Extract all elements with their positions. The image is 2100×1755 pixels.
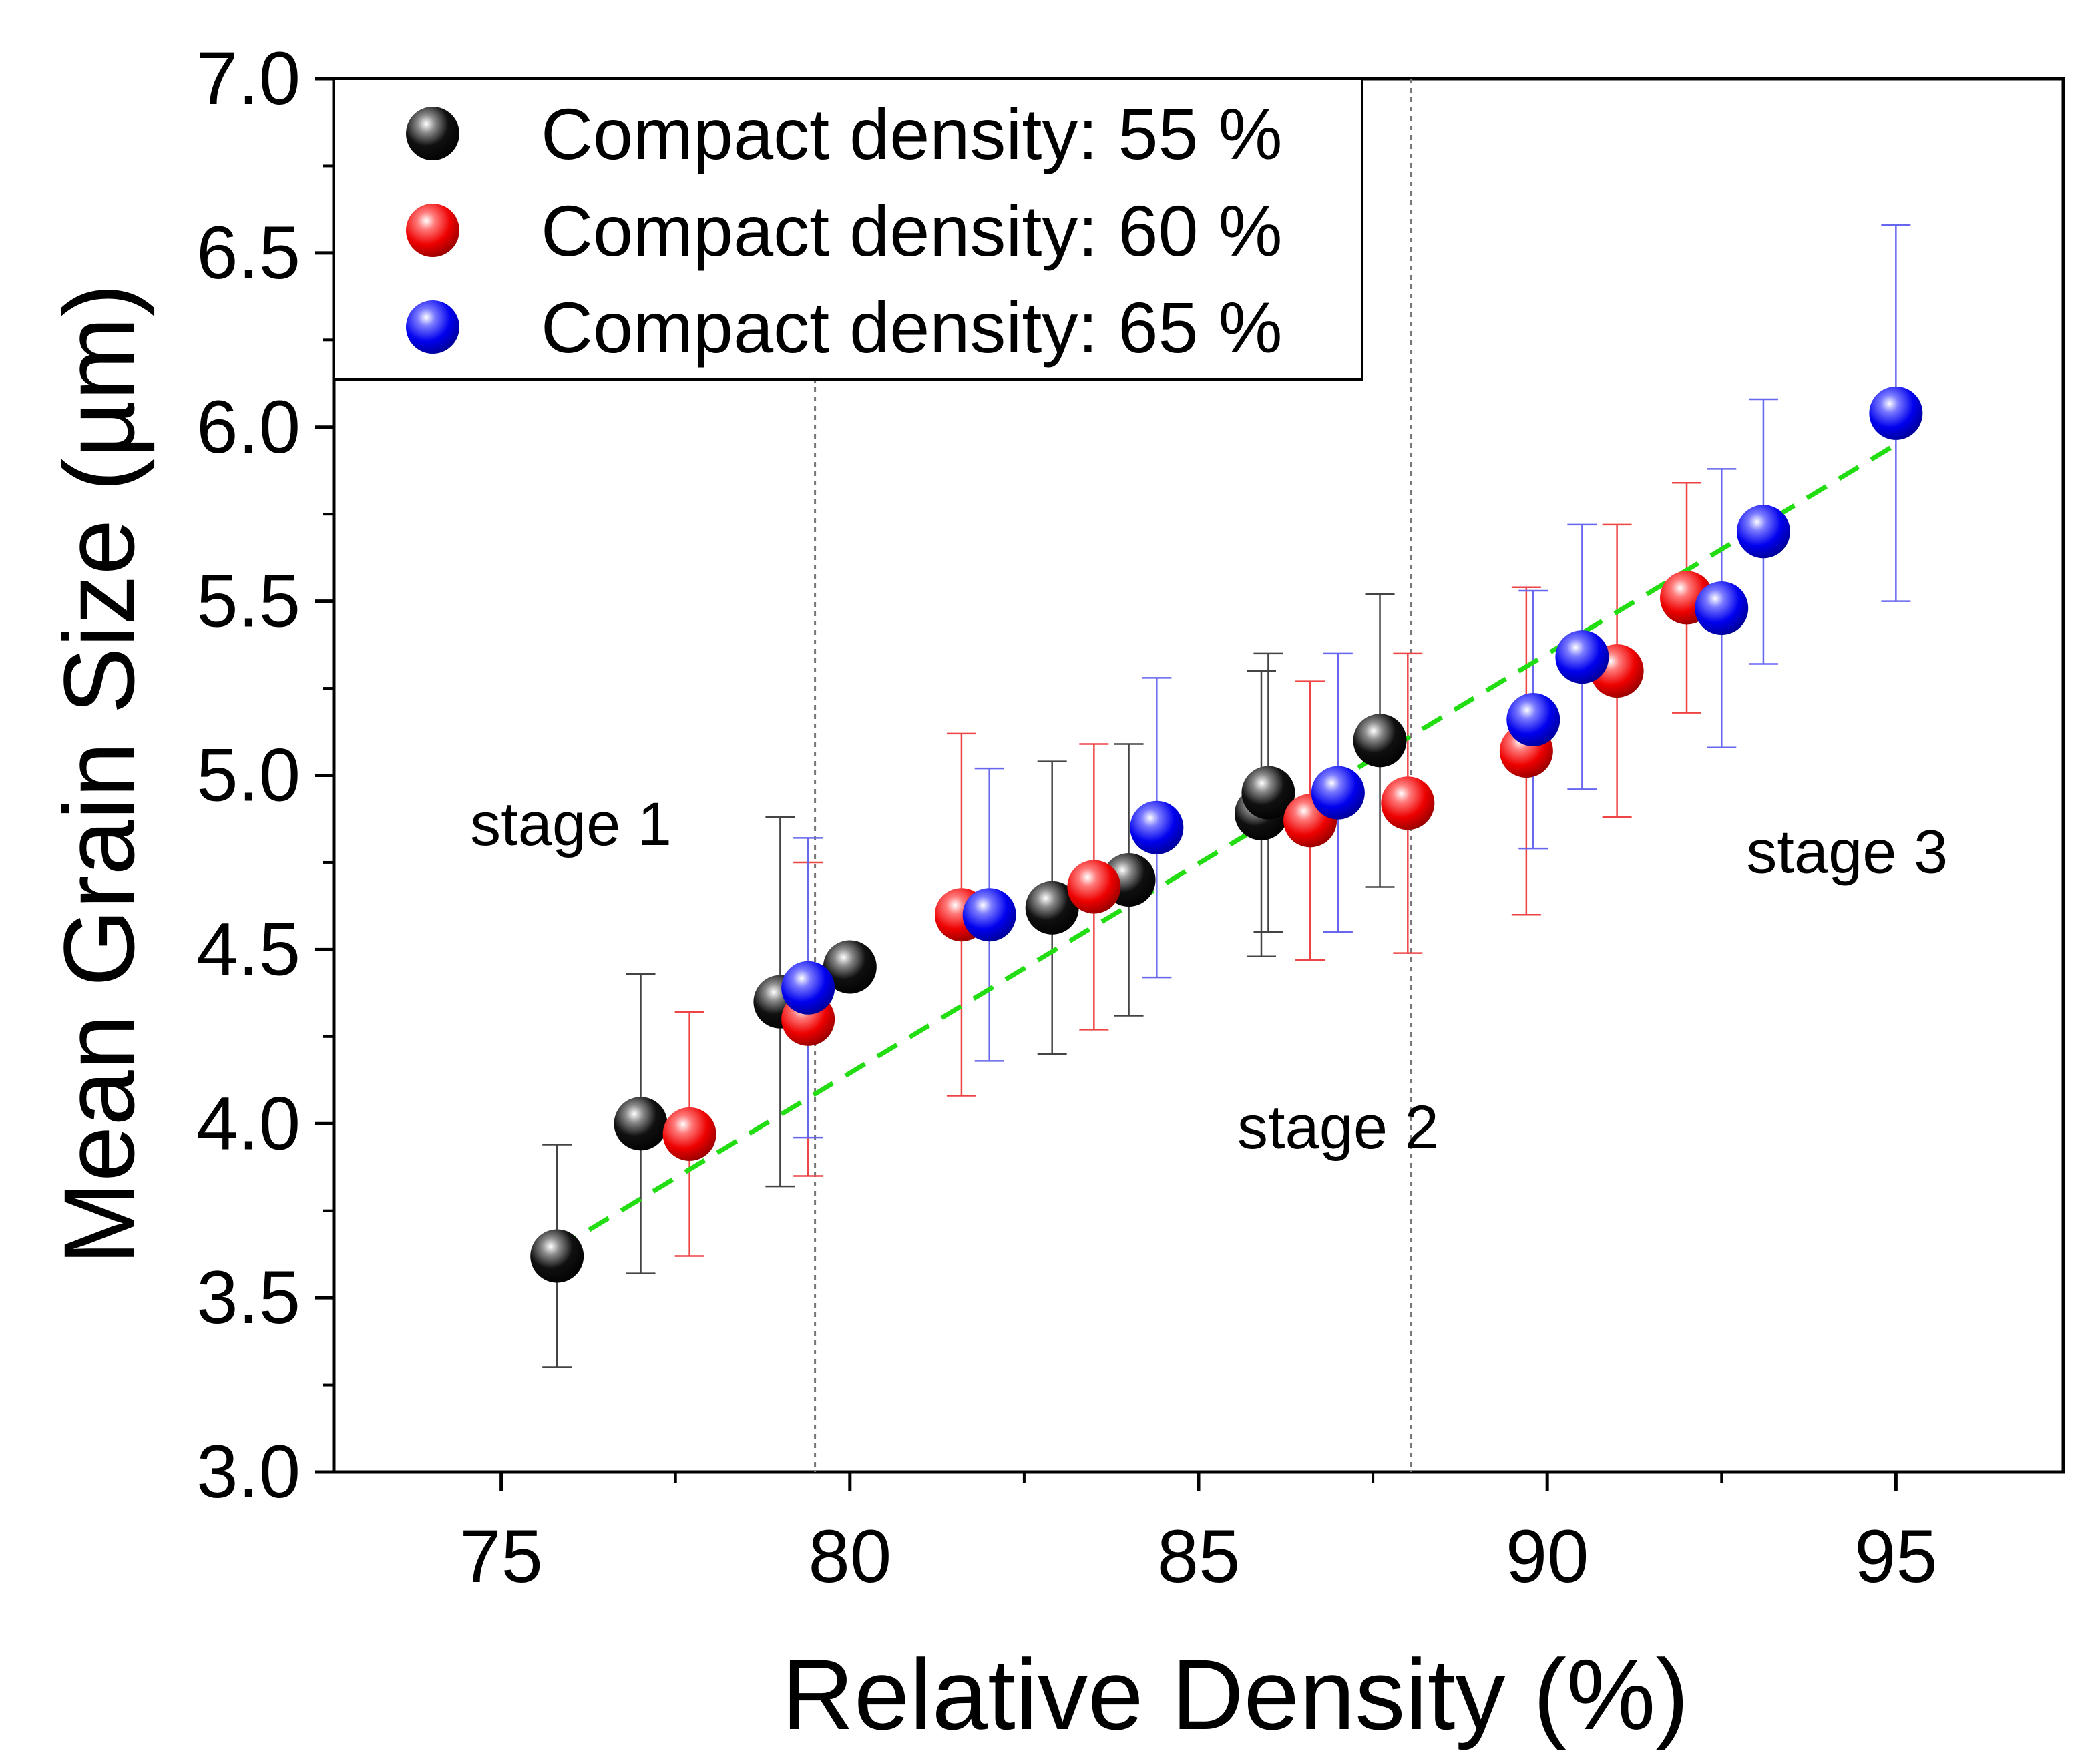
y-tick-label: 5.0 xyxy=(196,734,300,817)
x-tick-label: 75 xyxy=(459,1515,543,1598)
legend-marker-blue-icon xyxy=(406,300,459,354)
data-points xyxy=(530,386,1923,1283)
x-tick-label: 85 xyxy=(1157,1515,1241,1598)
legend: Compact density: 55 % Compact density: 6… xyxy=(333,77,1363,381)
stage-3-label: stage 3 xyxy=(1746,818,1948,887)
point-55 xyxy=(614,1097,668,1151)
point-65 xyxy=(962,888,1016,942)
y-tick-label: 6.0 xyxy=(196,385,300,469)
point-65 xyxy=(1130,800,1184,854)
legend-label-65: Compact density: 65 % xyxy=(541,287,1283,368)
y-tick-label: 5.5 xyxy=(196,559,300,643)
legend-label-55: Compact density: 55 % xyxy=(541,93,1283,174)
y-tick-label: 4.0 xyxy=(196,1081,300,1165)
point-55 xyxy=(1241,766,1295,820)
legend-marker-black-icon xyxy=(406,107,459,160)
x-tick-label: 90 xyxy=(1506,1515,1589,1598)
point-60 xyxy=(1381,776,1435,830)
stage-boundary-lines xyxy=(814,79,1413,1472)
y-tick-label: 4.5 xyxy=(196,907,300,991)
point-65 xyxy=(1555,630,1609,684)
y-tick-label: 6.5 xyxy=(196,211,300,294)
y-tick-label: 3.5 xyxy=(196,1256,300,1339)
point-65 xyxy=(781,961,835,1015)
point-65 xyxy=(1695,581,1749,636)
point-60 xyxy=(662,1107,716,1161)
stage-annotations: stage 1 stage 2 stage 3 xyxy=(470,790,1948,1162)
point-65 xyxy=(1311,766,1365,820)
x-tick-label: 95 xyxy=(1854,1515,1938,1598)
legend-label-60: Compact density: 60 % xyxy=(541,190,1283,271)
point-60 xyxy=(1067,860,1121,914)
legend-box xyxy=(333,77,1363,381)
stage-2-label: stage 2 xyxy=(1237,1093,1439,1162)
y-axis-title: Mean Grain Size (µm) xyxy=(43,284,155,1265)
point-55 xyxy=(823,940,877,994)
legend-marker-red-icon xyxy=(406,204,459,257)
axis-ticks: 75 80 85 90 95 3.0 3.5 4.0 4.5 5.0 5.5 6.0 6.5 7.0 xyxy=(196,37,1937,1598)
point-55 xyxy=(1353,714,1407,768)
y-tick-label: 7.0 xyxy=(196,37,300,120)
point-65 xyxy=(1506,693,1560,747)
stage-1-label: stage 1 xyxy=(470,790,672,858)
point-55 xyxy=(530,1229,584,1283)
x-tick-label: 80 xyxy=(809,1515,892,1598)
x-axis-title: Relative Density (%) xyxy=(782,1638,1689,1750)
point-65 xyxy=(1869,386,1923,440)
y-tick-label: 3.0 xyxy=(196,1430,300,1513)
point-55 xyxy=(1025,881,1079,935)
point-65 xyxy=(1736,505,1790,559)
